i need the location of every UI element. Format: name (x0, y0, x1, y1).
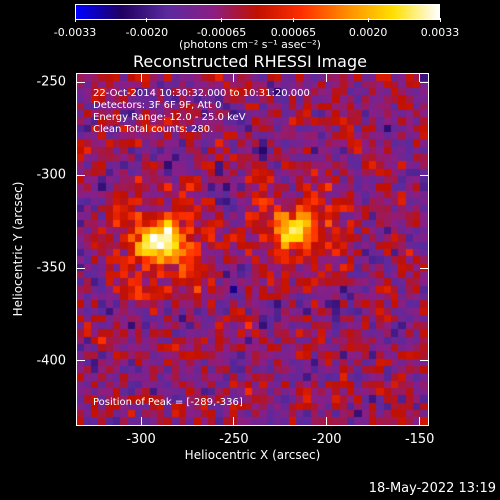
x-tick-label: -250 (219, 432, 249, 447)
y-tick-label: -400 (36, 353, 66, 369)
annotation-clean-counts: Clean Total counts: 280. (93, 124, 214, 135)
x-tick-mark (419, 417, 421, 425)
x-tick-mark (419, 74, 421, 82)
colorbar-tick-label: -0.0033 (53, 26, 97, 39)
colorbar-tick-mark (439, 18, 441, 22)
y-tick-mark (420, 267, 428, 269)
x-tick-mark (233, 417, 235, 425)
colorbar-tick-label: 0.0020 (348, 26, 388, 39)
colorbar-tick-mark (367, 18, 369, 22)
annotation-peak-position: Position of Peak = [-289,-336] (93, 397, 243, 408)
plot-title: Reconstructed RHESSI Image (133, 52, 367, 71)
colorbar-tick-label: -0.00065 (196, 26, 247, 39)
colorbar-tick-mark (74, 18, 76, 22)
colorbar-units: (photons cm⁻² s⁻¹ asec⁻²) (179, 38, 321, 51)
timestamp: 18-May-2022 13:19 (368, 481, 496, 496)
annotation-time-range: 22-Oct-2014 10:30:32.000 to 10:31:20.000 (93, 88, 310, 99)
x-tick-mark (326, 74, 328, 82)
y-axis-label: Heliocentric Y (arcsec) (11, 181, 25, 317)
colorbar-tick-mark (221, 18, 223, 22)
y-tick-label: -350 (36, 260, 66, 276)
x-tick-mark (140, 417, 142, 425)
colorbar-tick-label: 0.00065 (270, 26, 317, 39)
image-plot-area: 22-Oct-2014 10:30:32.000 to 10:31:20.000… (76, 73, 429, 426)
colorbar-tick-label: -0.0020 (125, 26, 169, 39)
x-tick-mark (233, 74, 235, 82)
x-tick-label: -300 (126, 432, 156, 447)
colorbar-tick-mark (292, 18, 294, 22)
x-tick-label: -200 (312, 432, 342, 447)
y-tick-mark (77, 174, 85, 176)
y-tick-mark (420, 360, 428, 362)
y-tick-mark (77, 81, 85, 83)
x-tick-mark (326, 417, 328, 425)
y-tick-label: -300 (36, 167, 66, 183)
y-tick-mark (420, 174, 428, 176)
x-tick-mark (140, 74, 142, 82)
x-tick-label: -150 (404, 432, 435, 447)
annotation-detectors: Detectors: 3F 6F 9F, Att 0 (93, 100, 222, 111)
colorbar-tick-label: 0.0033 (420, 26, 460, 39)
colorbar (75, 4, 440, 20)
rhessi-image-heatmap (77, 74, 428, 425)
colorbar-tick-mark (146, 18, 148, 22)
y-tick-label: -250 (36, 74, 66, 90)
annotation-energy-range: Energy Range: 12.0 - 25.0 keV (93, 112, 246, 123)
x-axis-label: Heliocentric X (arcsec) (184, 448, 321, 462)
y-tick-mark (77, 360, 85, 362)
y-tick-mark (77, 267, 85, 269)
y-tick-mark (420, 81, 428, 83)
